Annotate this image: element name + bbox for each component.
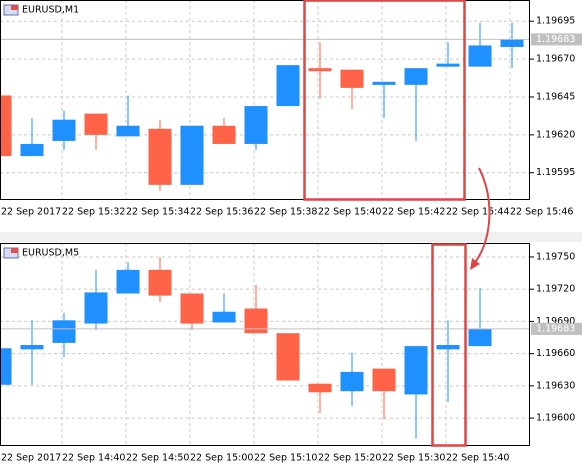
y-tick-label: 1.19750: [536, 251, 575, 262]
y-tick-label: 1.19645: [536, 91, 575, 102]
x-tick-label: 22 Sep 14:50: [126, 453, 189, 464]
candle-body: [20, 345, 44, 350]
y-tick-label: 1.19695: [536, 16, 575, 27]
x-tick-label: 22 Sep 15:32: [62, 207, 125, 218]
candle-body: [212, 311, 236, 323]
candle-body: [180, 293, 204, 324]
chart-title: EURUSD,M5: [22, 248, 79, 259]
x-tick-label: 22 Sep 15:36: [190, 207, 253, 218]
candle-body: [404, 346, 428, 395]
candles: [0, 256, 492, 439]
y-tick-label: 1.19720: [536, 284, 575, 295]
x-tick-label: 22 Sep 15:44: [446, 207, 509, 218]
candle-body: [276, 333, 300, 381]
panel-separator: [0, 232, 582, 242]
x-tick-label: 22 Sep 15:20: [318, 453, 381, 464]
chart-title: EURUSD,M1: [22, 5, 79, 16]
x-tick-label: 22 Sep 15:00: [190, 453, 253, 464]
price-label: 1.19683: [536, 323, 575, 334]
candle-body: [52, 119, 76, 141]
x-tick-label: 22 Sep 15:34: [126, 207, 189, 218]
candle-body: [500, 39, 524, 47]
candle-body: [372, 368, 396, 392]
candle-body: [52, 320, 76, 343]
y-tick-label: 1.19600: [536, 413, 575, 424]
x-tick-label: 22 Sep 14:40: [62, 453, 125, 464]
x-tick-label: 22 Sep 15:10: [254, 453, 317, 464]
candle-body: [84, 113, 108, 135]
x-tick-label: 22 Sep 15:38: [254, 207, 317, 218]
x-tick-label: 22 Sep 15:46: [510, 207, 573, 218]
arrow: [473, 167, 491, 265]
x-tick-label: 22 Sep 15:40: [318, 207, 381, 218]
candle-body: [244, 106, 268, 144]
candle-body: [340, 69, 364, 88]
candle-body: [0, 348, 12, 385]
candle-body: [20, 143, 44, 157]
y-tick-label: 1.19620: [536, 129, 575, 140]
candle-body: [404, 68, 428, 85]
candle-body: [116, 269, 140, 294]
symbol-icon-flag: [11, 248, 18, 253]
candle-body: [308, 383, 332, 393]
y-tick-label: 1.19595: [536, 167, 575, 178]
arrow-head: [470, 258, 480, 270]
candle-body: [0, 95, 12, 157]
candle-body: [308, 68, 332, 72]
y-tick-label: 1.19660: [536, 348, 575, 359]
plot-frame: [0, 0, 530, 200]
candle-body: [148, 128, 172, 185]
symbol-icon-flag: [11, 5, 18, 10]
panel-m5: 1.19750 1.19720 1.19690 1.19660 1.19630 1.196…: [0, 243, 582, 464]
candle-body: [436, 345, 460, 350]
highlight-box: [303, 0, 466, 201]
x-tick-label: 22 Sep 15:40: [446, 453, 509, 464]
candle-body: [148, 269, 172, 296]
x-tick-label: 22 Sep 2017: [1, 207, 61, 218]
x-tick-label: 22 Sep 15:42: [382, 207, 445, 218]
y-tick-label: 1.19670: [536, 54, 575, 65]
x-tick-label: 22 Sep 15:30: [382, 453, 445, 464]
plot-frame: [0, 243, 530, 446]
candle-body: [468, 45, 492, 67]
highlight-box: [431, 243, 467, 447]
candle-body: [180, 125, 204, 185]
candle-body: [436, 63, 460, 67]
candle-body: [372, 81, 396, 85]
x-tick-label: 22 Sep 2017: [1, 453, 61, 464]
candle-body: [116, 125, 140, 137]
candle-body: [244, 308, 268, 334]
y-tick-label: 1.19690: [536, 316, 575, 327]
price-label-bg: [531, 322, 582, 335]
candles: [0, 22, 524, 191]
candle-body: [468, 328, 492, 347]
price-label-bg: [531, 33, 582, 46]
price-label: 1.19683: [536, 34, 575, 45]
candle-body: [212, 125, 236, 144]
candle-body: [276, 65, 300, 107]
candle-body: [340, 371, 364, 392]
y-tick-label: 1.19630: [536, 380, 575, 391]
candle-body: [84, 292, 108, 324]
panel-m1: 1.19695 1.19670 1.19645 1.19620 1.19595 22 Se…: [0, 0, 582, 218]
